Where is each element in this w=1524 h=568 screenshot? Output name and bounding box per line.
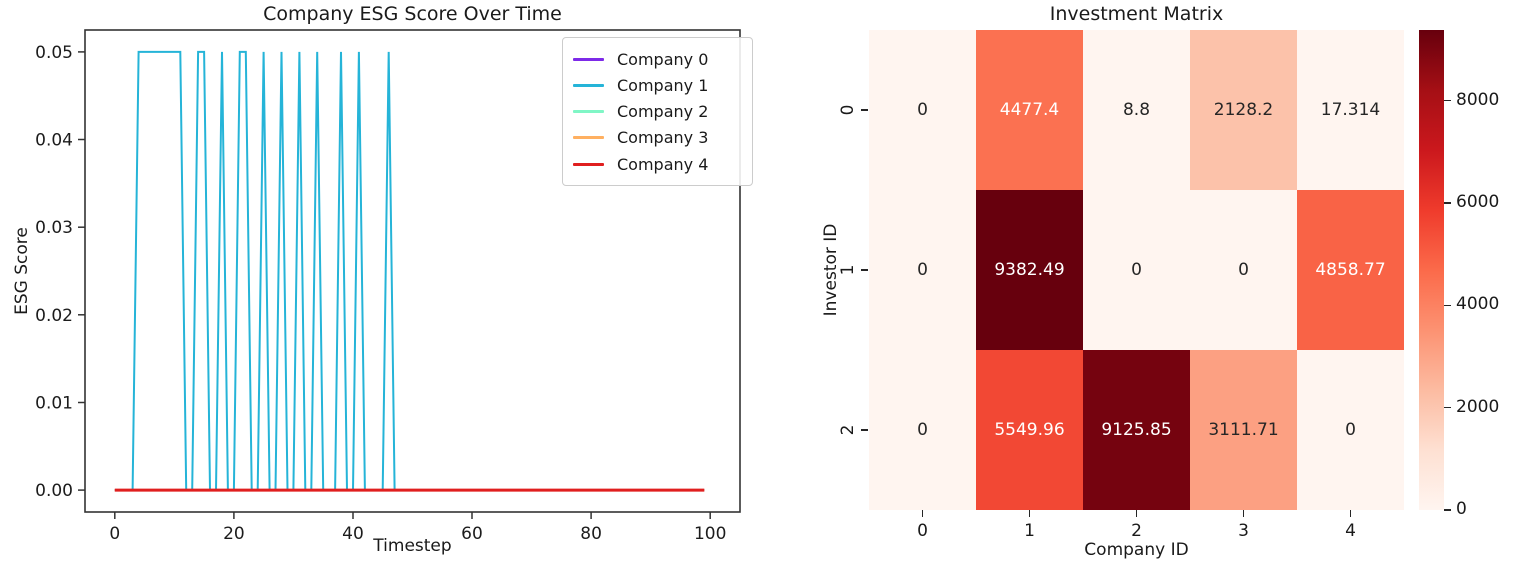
- heatmap-cell: 4477.4: [976, 30, 1083, 190]
- heatmap-cell-value: 2128.2: [1213, 100, 1274, 120]
- heatmap-cell: 0: [1190, 190, 1297, 350]
- heatmap-y-tick-mark: [861, 109, 868, 111]
- x-tick-label: 80: [580, 524, 602, 544]
- heatmap-cell: 5549.96: [976, 350, 1083, 510]
- y-tick-label: 0.03: [35, 218, 73, 238]
- heatmap-cell: 9382.49: [976, 190, 1083, 350]
- heatmap-y-tick-mark: [861, 429, 868, 431]
- colorbar-tick-label: 4000: [1456, 294, 1500, 315]
- heatmap-cell: 0: [869, 190, 976, 350]
- colorbar-tick-label: 0: [1456, 499, 1467, 519]
- legend-label: Company 1: [617, 75, 709, 95]
- heatmap-cell: 4858.77: [1297, 190, 1404, 350]
- heatmap-cell-value: 4858.77: [1315, 260, 1386, 280]
- y-tick-label: 0.01: [35, 394, 73, 414]
- line-chart-xlabel: Timestep: [373, 536, 452, 556]
- legend-label: Company 0: [617, 49, 709, 69]
- heatmap-cell-value: 0: [1345, 420, 1356, 440]
- heatmap-cell-value: 0: [917, 260, 928, 280]
- esg-line-chart: 0 20 40 60 80 100 0.00 0.01 0.02 0.03 0.04 0.05: [35, 29, 741, 544]
- heatmap-x-tick-label: 1: [1024, 521, 1035, 541]
- colorbar-tick-mark: [1444, 304, 1451, 307]
- heatmap-cell: 8.8: [1083, 30, 1190, 190]
- heatmap-x-tick-label: 4: [1345, 521, 1356, 541]
- legend-label: Company 3: [617, 128, 709, 148]
- colorbar-tick-mark: [1444, 99, 1451, 102]
- heatmap-ylabel: Investor ID: [821, 223, 841, 317]
- heatmap-cell-value: 4477.4: [999, 100, 1060, 120]
- heatmap-cell-value: 0: [1131, 260, 1142, 280]
- y-tick-label: 0.00: [35, 481, 73, 501]
- legend-swatch: [573, 162, 604, 166]
- heatmap-cell: 9125.85: [1083, 350, 1190, 510]
- colorbar-tick-label: 6000: [1456, 192, 1500, 213]
- heatmap-cell-value: 9125.85: [1101, 420, 1172, 440]
- legend: Company 0 Company 1 Company 2 Company 3 Comp…: [562, 37, 753, 186]
- y-tick-label: 0.02: [35, 306, 73, 326]
- heatmap-y-tick-label: 2: [838, 424, 858, 436]
- heatmap-y-tick-label: 1: [838, 264, 858, 276]
- colorbar: [1419, 30, 1444, 510]
- colorbar-tick-mark: [1444, 202, 1451, 204]
- heatmap-x-tick-mark: [1028, 510, 1031, 517]
- heatmap-x-tick-mark: [1349, 510, 1352, 517]
- heatmap-x-tick-mark: [921, 510, 924, 517]
- heatmap-x-tick-mark: [1242, 510, 1245, 517]
- heatmap-title: Investment Matrix: [1049, 3, 1224, 25]
- heatmap-x-tick-mark: [1135, 510, 1138, 517]
- legend-swatch: [573, 110, 604, 113]
- heatmap-cell-value: 17.314: [1320, 100, 1381, 120]
- x-tick-label: 0: [109, 524, 120, 544]
- legend-label: Company 4: [617, 154, 709, 174]
- heatmap-cell: 3111.71: [1190, 350, 1297, 510]
- heatmap-cell-value: 0: [917, 100, 928, 120]
- x-tick-label: 40: [342, 524, 364, 544]
- heatmap-y-tick-mark: [861, 269, 868, 271]
- heatmap-x-tick-label: 2: [1131, 521, 1142, 541]
- heatmap-cell: 0: [869, 350, 976, 510]
- heatmap-cell: 17.314: [1297, 30, 1404, 190]
- legend-item: Company 0: [573, 47, 740, 71]
- legend-item: Company 1: [573, 73, 740, 97]
- heatmap-y-tick-label: 0: [838, 104, 858, 116]
- line-chart-ylabel: ESG Score: [12, 227, 32, 315]
- heatmap-cell: 0: [1083, 190, 1190, 350]
- heatmap-cell-value: 0: [1238, 260, 1249, 280]
- axes-spines: [84, 29, 741, 513]
- legend-label: Company 2: [617, 102, 709, 121]
- heatmap-cell-value: 3111.71: [1208, 420, 1279, 440]
- legend-swatch: [573, 83, 604, 87]
- heatmap-x-tick-label: 3: [1238, 521, 1249, 541]
- colorbar-tick-mark: [1444, 509, 1451, 511]
- heatmap-cell-value: 0: [917, 420, 928, 440]
- x-tick-label: 20: [223, 524, 245, 544]
- y-tick-label: 0.05: [35, 43, 73, 63]
- colorbar-tick-label: 2000: [1456, 396, 1500, 417]
- x-tick-label: 60: [461, 524, 483, 544]
- heatmap-xlabel: Company ID: [1084, 540, 1189, 560]
- heatmap-cell: 0: [1297, 350, 1404, 510]
- heatmap-cell-value: 9382.49: [994, 260, 1065, 280]
- line-chart-title: Company ESG Score Over Time: [263, 3, 562, 25]
- heatmap-cell-value: 8.8: [1122, 100, 1151, 120]
- x-tick-label: 100: [694, 524, 726, 544]
- heatmap-cell: 0: [869, 30, 976, 190]
- legend-swatch: [573, 136, 604, 140]
- heatmap-cell-value: 5549.96: [994, 420, 1065, 440]
- legend-item: Company 2: [573, 100, 740, 124]
- heatmap-x-tick-label: 0: [917, 521, 928, 541]
- legend-item: Company 4: [573, 152, 740, 176]
- legend-swatch: [573, 57, 604, 61]
- investment-heatmap: 0 4477.4 8.8 2128.2 17.314 0 9382.49 0 0 4858.77 0…: [869, 30, 1404, 510]
- y-tick-label: 0.04: [35, 131, 73, 151]
- legend-item: Company 3: [573, 126, 740, 150]
- heatmap-cell: 2128.2: [1190, 30, 1297, 190]
- colorbar-tick-label: 8000: [1456, 89, 1500, 110]
- colorbar-tick-mark: [1444, 406, 1451, 409]
